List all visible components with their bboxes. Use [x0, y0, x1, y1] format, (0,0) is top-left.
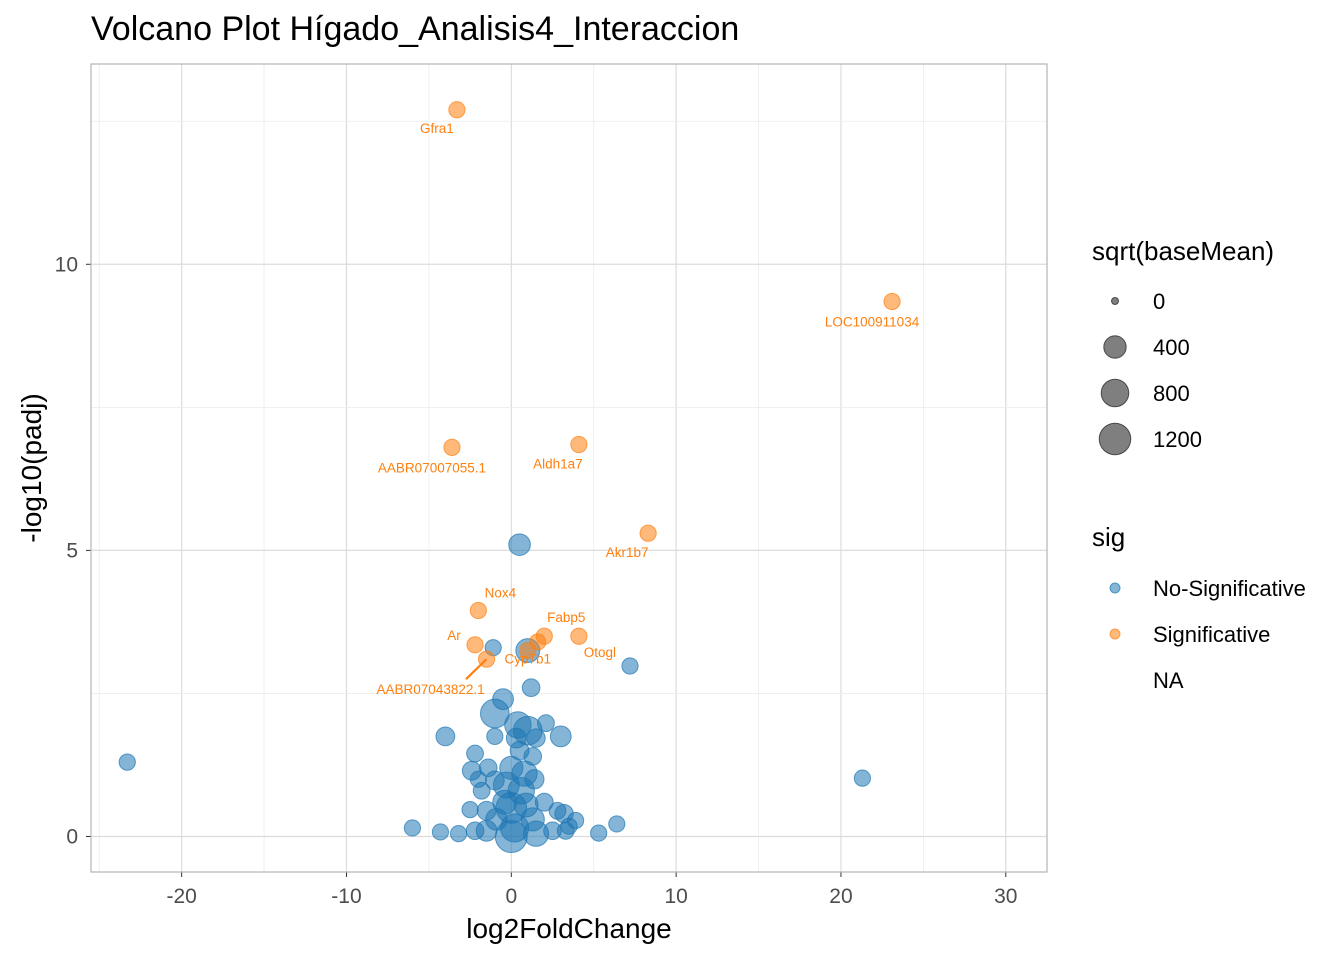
non-significant-point — [118, 753, 136, 771]
significant-point — [570, 627, 588, 645]
color-legend-label: Significative — [1153, 622, 1270, 647]
point-label: Nox4 — [485, 585, 517, 600]
size-legend-title: sqrt(baseMean) — [1092, 236, 1274, 266]
point-label: Akr1b7 — [606, 545, 649, 560]
size-legend-key — [1111, 297, 1119, 305]
non-significant-point — [520, 807, 545, 832]
point-label: Ar — [447, 628, 461, 643]
legend: sqrt(baseMean) 0 400 800 1200 sig No-Signif… — [1092, 236, 1306, 693]
y-tick-label: 5 — [66, 539, 78, 562]
non-significant-point — [537, 714, 555, 733]
point-label: Gfra1 — [420, 121, 454, 136]
y-tick-labels: 0 5 10 — [55, 253, 91, 849]
non-significant-point — [449, 825, 468, 843]
non-significant-point — [621, 657, 639, 675]
size-legend-label: 1200 — [1153, 427, 1202, 452]
non-significant-point — [486, 727, 504, 745]
point-label: LOC100911034 — [825, 314, 920, 329]
color-legend: No-Significative Significative NA — [1109, 576, 1306, 693]
significant-point — [469, 601, 487, 620]
point-label: Fabp5 — [547, 610, 585, 625]
non-significant-point — [431, 823, 450, 841]
non-significant-point — [492, 688, 514, 711]
x-tick-label: -20 — [166, 885, 196, 908]
significant-point — [570, 435, 588, 454]
x-tick-label: 0 — [505, 885, 517, 908]
non-significant-point — [523, 747, 543, 766]
non-significant-point — [521, 678, 541, 698]
point-label: Aldh1a7 — [533, 457, 583, 472]
non-significant-point — [549, 725, 572, 748]
x-tick-label: 20 — [829, 885, 852, 908]
non-significant-point — [590, 824, 608, 842]
non-significant-point — [403, 819, 422, 837]
data-points — [118, 101, 901, 854]
point-label: Otogl — [584, 645, 616, 660]
size-legend-label: 800 — [1153, 381, 1190, 406]
size-legend-key — [1098, 422, 1132, 456]
significant-point — [466, 636, 484, 654]
size-legend-key — [1100, 378, 1130, 408]
non-significant-point — [478, 758, 498, 778]
grid — [91, 64, 1047, 872]
x-tick-label: 10 — [664, 885, 687, 908]
color-legend-title: sig — [1092, 522, 1125, 552]
non-significant-point — [560, 817, 578, 835]
size-legend-key — [1103, 335, 1127, 359]
non-significant-point — [534, 792, 554, 812]
significant-point — [639, 524, 657, 542]
non-significant-point — [476, 800, 497, 821]
non-significant-point — [435, 726, 456, 747]
non-significant-point — [461, 801, 479, 819]
color-legend-key — [1109, 628, 1121, 640]
panel-border — [90, 63, 1048, 873]
x-tick-labels: -20 -10 0 10 20 30 — [166, 872, 1017, 908]
color-legend-label: No-Significative — [1153, 576, 1306, 601]
significant-point — [519, 641, 537, 660]
x-tick-label: -10 — [331, 885, 361, 908]
label-connector — [465, 658, 488, 680]
non-significant-point — [469, 770, 487, 788]
y-tick-label: 10 — [55, 253, 78, 276]
non-significant-point — [524, 769, 545, 790]
x-tick-label: 30 — [994, 885, 1017, 908]
non-significant-point — [465, 821, 485, 841]
non-significant-point — [548, 801, 567, 820]
point-label: Cyp7b1 — [505, 652, 552, 667]
non-significant-point — [508, 533, 531, 557]
y-tick-label: 0 — [66, 826, 78, 849]
size-legend-label: 400 — [1153, 335, 1190, 360]
point-label: AABR07007055.1 — [378, 460, 486, 475]
non-significant-point — [608, 815, 626, 833]
color-legend-label: NA — [1153, 668, 1184, 693]
size-legend: 0 400 800 1200 — [1098, 289, 1202, 456]
significant-point — [448, 101, 466, 119]
point-labels: Gfra1 LOC100911034 AABR07007055.1 Aldh1a7 Ak… — [377, 121, 920, 697]
x-axis-title: log2FoldChange — [466, 913, 672, 944]
point-label: AABR07043822.1 — [377, 682, 485, 697]
non-significant-point — [499, 755, 524, 780]
size-legend-label: 0 — [1153, 289, 1165, 314]
color-legend-key — [1109, 582, 1121, 594]
chart-title: Volcano Plot Hígado_Analisis4_Interaccio… — [91, 10, 739, 48]
y-axis-title: -log10(padj) — [16, 393, 47, 542]
non-significant-point — [466, 744, 484, 763]
significant-point — [883, 292, 901, 311]
significant-point — [443, 438, 461, 457]
non-significant-point — [526, 728, 546, 748]
non-significant-point — [853, 769, 872, 787]
